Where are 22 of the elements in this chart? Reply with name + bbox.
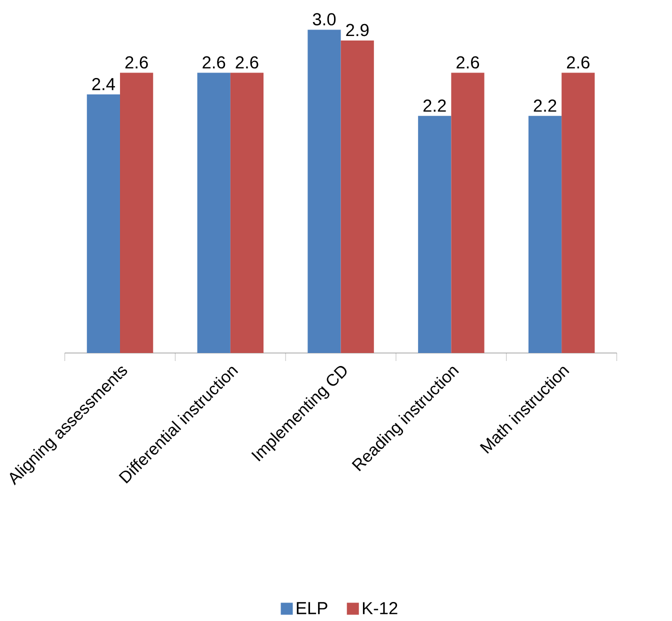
data-label: 2.6	[236, 56, 258, 69]
legend-label: ELP	[296, 602, 328, 614]
data-label: 2.2	[534, 100, 556, 112]
bar	[562, 72, 595, 353]
bar	[528, 116, 562, 353]
bar	[86, 94, 120, 353]
bar	[418, 116, 452, 353]
data-label: 2.9	[346, 24, 369, 36]
data-label: 2.6	[566, 56, 590, 69]
bar	[451, 72, 484, 353]
data-label: 2.6	[202, 56, 226, 69]
bar	[197, 72, 230, 353]
legend-label: K-12	[362, 602, 398, 614]
data-label: 2.6	[125, 56, 148, 69]
bar	[308, 30, 341, 353]
data-label: 2.2	[423, 100, 446, 112]
bar	[230, 72, 264, 353]
bar	[340, 40, 374, 353]
data-label: 2.4	[92, 78, 115, 90]
data-label: 2.6	[456, 56, 480, 69]
data-label: 3.0	[312, 13, 336, 26]
bar	[120, 72, 154, 353]
